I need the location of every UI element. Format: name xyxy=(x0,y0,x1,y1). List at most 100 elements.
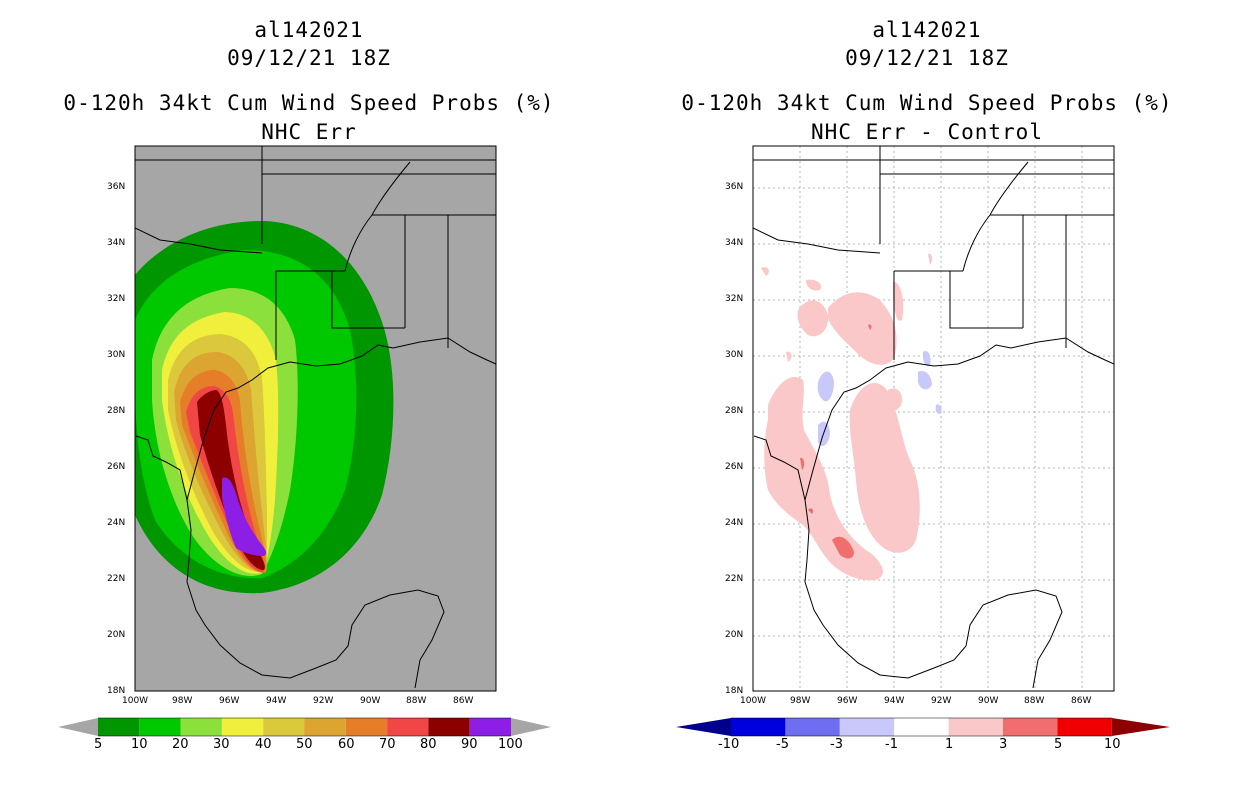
colorbar-swatch xyxy=(304,718,346,736)
colorbar-label: 5 xyxy=(1054,737,1063,752)
storm-id: al142021 xyxy=(872,18,982,42)
lon-label: 98W xyxy=(172,696,193,706)
lat-label: 28N xyxy=(725,406,744,416)
colorbar-end-high xyxy=(511,718,551,736)
right-map-svg xyxy=(752,145,1115,692)
difference-contours xyxy=(761,253,942,581)
lat-label: 34N xyxy=(725,238,744,248)
colorbar-label: 60 xyxy=(338,737,355,752)
lon-label: 96W xyxy=(837,696,858,706)
probability-contours xyxy=(135,220,394,594)
lat-label: 20N xyxy=(725,630,744,640)
colorbar-label: 70 xyxy=(379,737,396,752)
strong-positive-area xyxy=(808,508,814,514)
product-title: 0-120h 34kt Cum Wind Speed Probs (%) xyxy=(681,91,1173,115)
colorbar-label: -1 xyxy=(885,737,898,752)
left-map-svg xyxy=(134,145,497,692)
colorbar-swatch xyxy=(98,718,140,736)
left-panel: al142021 09/12/21 18Z 0-120h 34kt Cum Wi… xyxy=(58,18,555,752)
colorbar-end-low xyxy=(58,718,98,736)
lon-label: 98W xyxy=(790,696,811,706)
lat-label: 32N xyxy=(107,294,126,304)
colorbar-label: 100 xyxy=(498,737,523,752)
colorbar-swatch xyxy=(839,718,895,736)
colorbar-label: 90 xyxy=(461,737,478,752)
lat-label: 22N xyxy=(107,574,126,584)
lat-label: 28N xyxy=(107,406,126,416)
red-river xyxy=(135,161,411,272)
colorbar-swatch xyxy=(263,718,305,736)
state-borders xyxy=(135,146,496,360)
positive-area xyxy=(849,383,920,553)
lon-label: 94W xyxy=(266,696,287,706)
lon-label: 94W xyxy=(884,696,905,706)
colorbar-label: 3 xyxy=(999,737,1008,752)
negative-area xyxy=(817,371,834,402)
gulf-coastline xyxy=(753,435,1063,689)
lat-label: 32N xyxy=(725,294,744,304)
colorbar-swatch xyxy=(221,718,264,736)
colorbar-label: -3 xyxy=(830,737,843,752)
colorbar-swatch xyxy=(894,718,949,736)
colorbar-end-low xyxy=(676,718,731,736)
negative-area xyxy=(935,404,942,414)
panel-subtitle: NHC Err xyxy=(261,120,357,144)
lat-label: 18N xyxy=(107,686,126,696)
lon-label: 86W xyxy=(453,696,474,706)
colorbar-swatch xyxy=(387,718,429,736)
lat-label: 30N xyxy=(725,350,744,360)
colorbar-swatch xyxy=(785,718,840,736)
lat-label: 34N xyxy=(107,238,126,248)
colorbar-label: 10 xyxy=(131,737,148,752)
lon-label: 100W xyxy=(740,696,767,706)
lon-label: 88W xyxy=(1024,696,1045,706)
lon-label: 88W xyxy=(406,696,427,706)
colorbar-label: -10 xyxy=(718,737,740,752)
lat-label: 36N xyxy=(725,182,744,192)
product-title: 0-120h 34kt Cum Wind Speed Probs (%) xyxy=(63,91,555,115)
lon-label: 92W xyxy=(931,696,952,706)
colorbar-label: 50 xyxy=(296,737,313,752)
colorbar-swatch xyxy=(180,718,222,736)
colorbar-label: 40 xyxy=(255,737,272,752)
colorbar-swatch xyxy=(139,718,181,736)
lat-label: 24N xyxy=(107,518,126,528)
lat-label: 20N xyxy=(107,630,126,640)
map-frame xyxy=(134,145,497,692)
datetime: 09/12/21 18Z xyxy=(845,46,1009,70)
lat-label: 26N xyxy=(107,462,126,472)
strong-positive-area xyxy=(800,457,805,470)
colorbar-swatch xyxy=(345,718,388,736)
lat-label: 26N xyxy=(725,462,744,472)
positive-area xyxy=(928,253,933,265)
colorbar-label: -5 xyxy=(776,737,789,752)
positive-area xyxy=(892,281,904,321)
lon-label: 90W xyxy=(978,696,999,706)
colorbar-swatch xyxy=(469,718,511,736)
left-colorbar xyxy=(58,717,551,737)
colorbar-swatch xyxy=(1003,718,1058,736)
colorbar-label: 20 xyxy=(172,737,189,752)
coastlines xyxy=(135,146,496,689)
lat-label: 18N xyxy=(725,686,744,696)
lat-label: 30N xyxy=(107,350,126,360)
state-borders xyxy=(753,146,1114,360)
right-colorbar xyxy=(676,717,1170,737)
colorbar-label: 80 xyxy=(420,737,437,752)
colorbar-dividers xyxy=(98,717,511,737)
positive-area xyxy=(797,300,829,337)
gulf-coastline xyxy=(135,435,445,689)
colorbar-swatch xyxy=(948,718,1003,736)
colorbar-label: 10 xyxy=(1104,737,1121,752)
map-background xyxy=(753,146,1114,691)
red-river xyxy=(753,161,1029,272)
strong-positive-area xyxy=(832,536,854,559)
positive-area xyxy=(761,267,769,276)
positive-area xyxy=(828,292,897,365)
lon-label: 100W xyxy=(122,696,149,706)
lon-label: 90W xyxy=(360,696,381,706)
strong-positive-area xyxy=(868,324,872,330)
positive-area xyxy=(888,388,903,411)
colorbar-swatch xyxy=(428,718,470,736)
lon-label: 96W xyxy=(219,696,240,706)
